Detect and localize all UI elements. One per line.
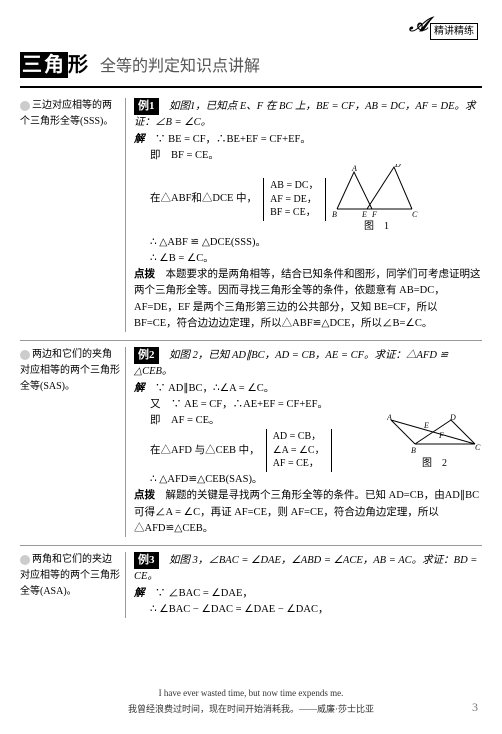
- fig2-cap: 图 2: [387, 456, 482, 472]
- ex1-sol: 解: [134, 134, 145, 145]
- ex2-det1: AD = CB，: [273, 430, 325, 444]
- svg-text:E: E: [423, 421, 429, 430]
- ex1-l6: ∴ ∠B = ∠C。: [134, 251, 482, 267]
- figure-2: A D E F B C 图 2: [387, 414, 482, 472]
- svg-text:C: C: [475, 443, 481, 452]
- ex1-l4a: 在△ABF和△DCE 中，: [134, 191, 257, 207]
- brand-text: 精讲精练: [430, 23, 478, 40]
- ex1-label: 例1: [134, 98, 159, 115]
- divider-1: [20, 340, 482, 341]
- svg-text:F: F: [438, 431, 444, 440]
- content-sas: 例2 如图 2，已知 AD∥BC，AD = CB，AE = CF。求证：△AFD…: [134, 347, 482, 537]
- ex2-sol: 解: [134, 383, 145, 394]
- ex2-det3: AF = CE，: [273, 457, 325, 471]
- title-suffix: 形: [68, 54, 88, 76]
- ex1-q: 如图1，已知点 E、F 在 BC 上，BE = CF，AB = DC，AF = …: [134, 101, 475, 128]
- left-note-asa: 两角和它们的夹边对应相等的两个三角形全等(ASA)。: [20, 552, 126, 618]
- ex1-pbtext: 本题要求的是两角相等，结合已知条件和图形，同学们可考虑证明这两个三角形全等。因而…: [134, 269, 481, 329]
- ex1-pb: 点拨: [134, 269, 155, 280]
- ex2-l6: ∴ △AFD≌△CEB(SAS)。: [134, 472, 482, 488]
- ex2-label: 例2: [134, 347, 159, 364]
- ex2-l4: 即 AF = CE。: [134, 413, 381, 429]
- content-sss: 例1 如图1，已知点 E、F 在 BC 上，BE = CF，AB = DC，AF…: [134, 98, 482, 332]
- section-sss: 三边对应相等的两个三角形全等(SSS)。 例1 如图1，已知点 E、F 在 BC…: [20, 98, 482, 332]
- divider-2: [20, 545, 482, 546]
- fig1-cap: 图 1: [332, 219, 422, 235]
- page-title: 三角形 全等的判定知识点讲解: [20, 50, 482, 80]
- ex2-det2: ∠A = ∠C，: [273, 444, 325, 458]
- ex3-l3: ∴ ∠BAC − ∠DAC = ∠DAE − ∠DAC，: [134, 602, 482, 618]
- svg-text:F: F: [371, 210, 377, 219]
- ex2-q: 如图 2，已知 AD∥BC，AD = CB，AE = CF。求证：△AFD ≌ …: [134, 350, 448, 377]
- ex2-l3: 又 ∵ AE = CF，∴AE+EF = CF+EF。: [134, 397, 482, 413]
- ex3-q: 如图 3，∠BAC = ∠DAE，∠ABD = ∠ACE，AB = AC。求证：…: [134, 555, 477, 582]
- ex3-l2b: ∵ ∠BAC = ∠DAE，: [155, 588, 253, 599]
- left-note-sss-text: 三边对应相等的两个三角形全等(SSS)。: [20, 100, 113, 127]
- svg-text:C: C: [412, 210, 418, 219]
- content-asa: 例3 如图 3，∠BAC = ∠DAE，∠ABD = ∠ACE，AB = AC。…: [134, 552, 482, 618]
- logo-mark: 𝒜: [409, 10, 428, 40]
- footer-cn: 我曾经浪费过时间，现在时间开始消耗我。——威廉·莎士比亚: [20, 703, 482, 717]
- svg-text:D: D: [394, 164, 401, 169]
- svg-text:A: A: [387, 414, 392, 422]
- figure-1: A D B E F C 图 1: [332, 164, 422, 235]
- section-sas: 两边和它们的夹角对应相等的两个三角形全等(SAS)。 例2 如图 2，已知 AD…: [20, 347, 482, 537]
- left-note-sas-text: 两边和它们的夹角对应相等的两个三角形全等(SAS)。: [20, 349, 120, 392]
- ex2-l2b: ∵ AD∥BC，∴∠A = ∠C。: [155, 383, 274, 394]
- footer: I have ever wasted time, but now time ex…: [20, 687, 482, 716]
- ex3-label: 例3: [134, 552, 159, 569]
- ex1-det2: AF = DE，: [270, 193, 318, 207]
- ex2-pbtext: 解题的关键是寻找两个三角形全等的条件。已知 AD=CB，由AD∥BC 可得∠A …: [134, 490, 479, 534]
- ex1-det3: BF = CE，: [270, 206, 318, 220]
- left-note-sss: 三边对应相等的两个三角形全等(SSS)。: [20, 98, 126, 332]
- left-note-sas: 两边和它们的夹角对应相等的两个三角形全等(SAS)。: [20, 347, 126, 537]
- header-logo: 𝒜 精讲精练: [409, 10, 478, 40]
- ex1-l3: 即 BF = CE。: [134, 148, 482, 164]
- ex1-l5: ∴ △ABF ≌ △DCE(SSS)。: [134, 235, 482, 251]
- svg-text:B: B: [332, 210, 337, 219]
- ex2-l5a: 在△AFD 与△CEB 中，: [134, 443, 260, 459]
- title-boxed: 三角: [20, 52, 68, 78]
- ex1-det: AB = DC， AF = DE， BF = CE，: [263, 178, 325, 221]
- section-asa: 两角和它们的夹边对应相等的两个三角形全等(ASA)。 例3 如图 3，∠BAC …: [20, 552, 482, 618]
- footer-en: I have ever wasted time, but now time ex…: [20, 687, 482, 701]
- svg-text:E: E: [361, 210, 367, 219]
- title-rule: [20, 86, 482, 88]
- ex1-det1: AB = DC，: [270, 179, 318, 193]
- ex2-pb: 点拨: [134, 490, 155, 501]
- title-sub: 全等的判定知识点讲解: [100, 55, 260, 79]
- ex2-det: AD = CB， ∠A = ∠C， AF = CE，: [266, 429, 332, 472]
- page-number: 3: [472, 698, 478, 716]
- svg-text:D: D: [449, 414, 456, 422]
- left-note-asa-text: 两角和它们的夹边对应相等的两个三角形全等(ASA)。: [20, 554, 120, 597]
- ex1-l2b: ∵ BE = CF，∴BE+EF = CF+EF。: [155, 134, 311, 145]
- ex3-sol: 解: [134, 588, 145, 599]
- svg-text:A: A: [351, 164, 357, 173]
- svg-text:B: B: [411, 446, 416, 455]
